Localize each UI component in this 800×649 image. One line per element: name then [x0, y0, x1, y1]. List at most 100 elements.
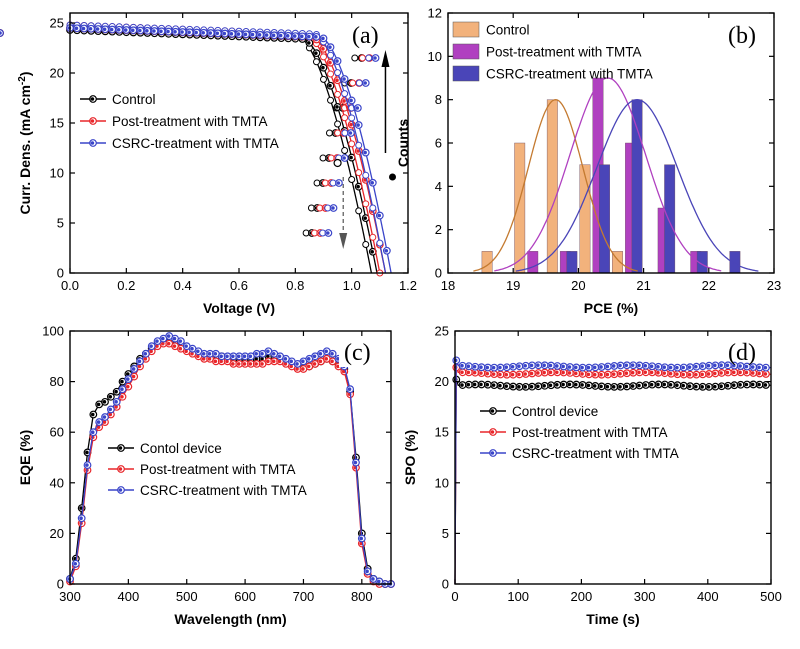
jv-point: [80, 24, 88, 33]
marker-core: [643, 363, 648, 368]
jv-point: [349, 79, 357, 87]
marker-core: [79, 506, 83, 510]
marker-core: [624, 371, 629, 375]
marker-core: [260, 357, 264, 361]
jv-point: [122, 26, 131, 34]
marker-core: [706, 385, 711, 389]
eqe-point: [101, 413, 109, 421]
marker-core: [485, 365, 490, 370]
marker-core: [586, 365, 591, 370]
spo-point: [616, 369, 625, 378]
y-tick-label: 20: [435, 374, 449, 389]
jv-point: [291, 32, 300, 40]
marker-core: [283, 357, 288, 361]
spo-point: [692, 370, 701, 379]
marker-core: [363, 81, 367, 85]
spo-point: [635, 368, 644, 377]
eqe-point: [287, 357, 296, 366]
marker-core: [180, 30, 184, 34]
marker-core: [271, 351, 276, 356]
eqe-point: [95, 418, 104, 426]
spo-point: [597, 370, 606, 379]
marker-core: [85, 450, 89, 455]
marker-core: [490, 451, 495, 455]
marker-core: [321, 36, 325, 41]
jv-point: [319, 34, 328, 43]
histogram-bar: [579, 164, 591, 274]
marker-core: [567, 365, 572, 369]
spo-point: [547, 381, 555, 390]
eqe-point: [276, 352, 285, 361]
gaussian-fit: [473, 99, 638, 272]
panel-b: 18 19 20 21 22 23 0 2 4 6 8 10 12 PCE (%) Counts Contro…: [395, 6, 781, 317]
jv-point: [347, 129, 355, 137]
marker-core: [649, 382, 654, 387]
spo-point: [458, 368, 467, 377]
spo-point: [540, 368, 549, 377]
spo-point: [679, 370, 688, 379]
marker-core: [102, 400, 107, 404]
marker-core: [599, 365, 603, 369]
marker-core: [624, 384, 629, 389]
spo-point: [547, 361, 555, 370]
x-tick-label: 0.4: [174, 278, 192, 293]
plot-area: [0, 21, 397, 277]
eqe-point: [217, 352, 226, 361]
marker-core: [536, 371, 540, 375]
eqe-point: [147, 342, 156, 351]
marker-core: [349, 98, 353, 103]
marker-core: [159, 29, 163, 34]
y-tick-label: 2: [435, 222, 442, 237]
jv-point: [341, 114, 349, 122]
marker-core: [330, 351, 334, 356]
spo-point: [762, 370, 770, 378]
spo-point: [762, 381, 770, 389]
marker-core: [605, 364, 610, 369]
y-tick-label: 0: [435, 266, 442, 281]
legend-item: Control: [80, 92, 156, 107]
marker-core: [248, 354, 253, 359]
spo-point: [629, 361, 638, 370]
marker-core: [138, 28, 142, 33]
x-tick-label: 400: [118, 589, 140, 604]
marker-core: [681, 372, 685, 377]
jv-point: [235, 30, 243, 38]
marker-core: [479, 371, 483, 375]
jv-point: [329, 204, 338, 212]
marker-core: [277, 359, 282, 364]
marker-core: [536, 384, 540, 389]
panel-label: (b): [728, 23, 756, 49]
spo-point: [660, 380, 669, 389]
spo-point: [566, 380, 574, 389]
marker-core: [504, 365, 509, 370]
marker-core: [687, 384, 692, 388]
y-tick-label: 10: [50, 166, 64, 181]
x-tick-label: 800: [351, 589, 373, 604]
spo-line: [454, 360, 771, 585]
axes-frame: [69, 330, 392, 585]
marker-core: [681, 365, 685, 370]
marker-core: [96, 420, 101, 424]
jv-point: [327, 96, 335, 104]
marker-core: [668, 365, 673, 370]
spo-point: [736, 368, 745, 377]
marker-core: [491, 383, 496, 387]
x-tick-label: 100: [507, 589, 529, 604]
y-tick-label: 10: [435, 475, 449, 490]
legend-label: Contol device: [140, 441, 222, 456]
jv-point: [362, 200, 370, 208]
jv-point: [101, 25, 110, 34]
x-axis-label: PCE (%): [584, 300, 638, 316]
y-tick-label: 20: [50, 526, 64, 541]
marker-core: [523, 372, 527, 376]
marker-core: [74, 26, 79, 31]
marker-core: [548, 383, 553, 388]
marker-core: [580, 365, 584, 370]
marker-core: [242, 354, 247, 359]
jv-point: [312, 58, 320, 66]
marker-core: [510, 384, 515, 389]
spo-point: [623, 369, 631, 378]
spo-point: [452, 356, 461, 365]
jv-point: [284, 31, 293, 40]
spo-point: [616, 361, 625, 370]
